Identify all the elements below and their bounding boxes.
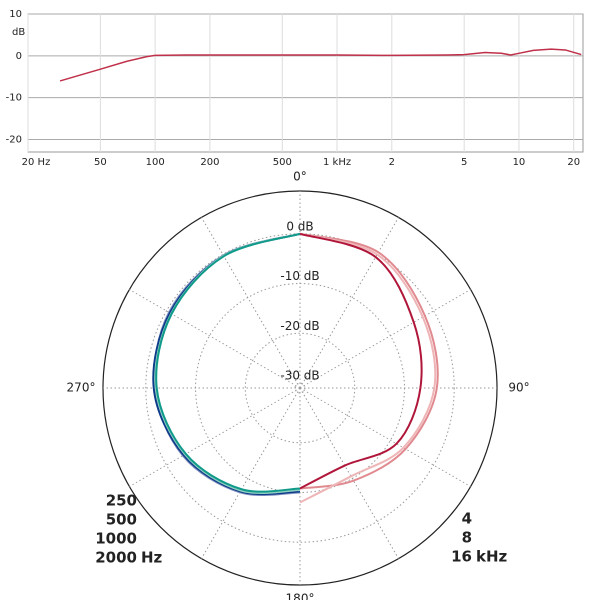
legend-entry: 500 <box>106 511 137 529</box>
y-tick-label: 10 <box>9 9 22 20</box>
polar-line <box>299 232 437 504</box>
y-tick-label: 0 <box>16 51 22 62</box>
spoke <box>299 289 471 389</box>
legend-entry: 16 <box>451 548 472 566</box>
legend-entry: 1000 <box>95 530 137 548</box>
x-tick-label: 200 <box>200 157 219 168</box>
spoke <box>129 289 301 389</box>
x-tick-label: 1 kHz <box>323 157 351 168</box>
x-tick-label: 20 Hz <box>22 157 51 168</box>
y-tick-label: -10 <box>6 93 22 104</box>
x-tick-label: 5 <box>461 157 467 168</box>
ring <box>145 233 455 543</box>
x-tick-label: 500 <box>273 157 292 168</box>
plot-frame <box>27 13 584 153</box>
legend-entry: 250 <box>106 492 137 510</box>
legend-unit: kHz <box>476 548 508 566</box>
polar-line <box>154 232 301 494</box>
polar-line <box>153 232 301 497</box>
angle-label: 180° <box>286 592 315 601</box>
x-tick-label: 100 <box>146 157 165 168</box>
r-tick-label: 0 dB <box>286 219 313 233</box>
x-tick-label: 10 <box>513 157 526 168</box>
response-line <box>59 48 582 82</box>
r-tick-label: -20 dB <box>280 319 319 333</box>
polar-line <box>299 232 423 490</box>
legend-unit: Hz <box>141 549 163 567</box>
spoke <box>299 387 399 559</box>
spoke <box>201 217 301 389</box>
ring <box>294 382 306 394</box>
spoke <box>299 217 399 389</box>
legend-entry: 4 <box>462 510 472 528</box>
x-tick-label: 20 <box>567 157 580 168</box>
spoke <box>299 387 471 487</box>
y-tick-label: -20 <box>6 134 22 145</box>
y-axis-label: dB <box>12 27 25 38</box>
spoke <box>201 387 301 559</box>
angle-label: 270° <box>67 381 96 395</box>
ring <box>244 332 356 444</box>
r-tick-label: -10 dB <box>280 269 319 283</box>
spoke <box>129 387 301 487</box>
polar-line <box>152 232 301 496</box>
polar-line <box>155 232 301 493</box>
angle-label: 0° <box>293 170 307 184</box>
polar-line <box>299 232 439 490</box>
ring <box>195 283 405 493</box>
x-tick-label: 2 <box>389 157 395 168</box>
legend-entry: 8 <box>462 529 472 547</box>
x-tick-label: 50 <box>94 157 107 168</box>
legend-entry: 2000 <box>95 549 137 567</box>
r-tick-label: -30 dB <box>280 369 319 383</box>
angle-label: 90° <box>508 381 529 395</box>
